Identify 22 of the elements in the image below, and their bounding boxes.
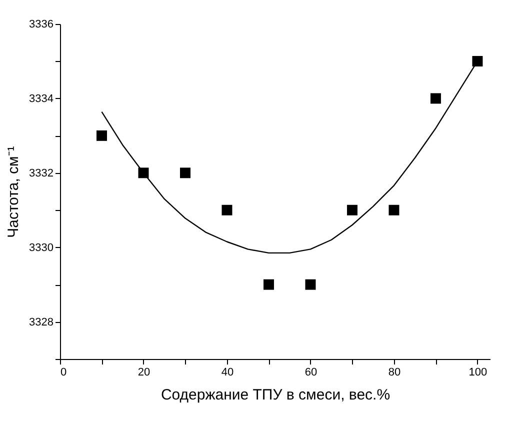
point — [222, 204, 232, 216]
point — [472, 56, 483, 66]
x-tick-label: 40 — [221, 366, 234, 378]
point — [388, 204, 400, 216]
x-tick-label: 60 — [304, 366, 318, 378]
y-axis-title: Частота, см⁻¹ — [5, 146, 22, 238]
point — [180, 168, 190, 178]
x-tick-label: 100 — [468, 366, 488, 378]
point — [263, 279, 274, 290]
y-tick-label: 3332 — [29, 167, 54, 180]
x-tick-label: 0 — [60, 366, 67, 378]
point — [305, 279, 316, 290]
y-tick-label: 3330 — [29, 242, 54, 254]
y-tick-label: 3328 — [29, 316, 54, 328]
point — [430, 93, 441, 104]
point — [346, 204, 358, 216]
y-tick-label: 3334 — [29, 92, 54, 105]
x-axis-title: Содержание ТПУ в смеси, вес.% — [160, 386, 390, 404]
y-tick-label: 3336 — [29, 18, 54, 30]
x-tick-label: 20 — [138, 366, 150, 378]
point — [96, 130, 107, 141]
x-tick-label: 80 — [388, 366, 401, 378]
